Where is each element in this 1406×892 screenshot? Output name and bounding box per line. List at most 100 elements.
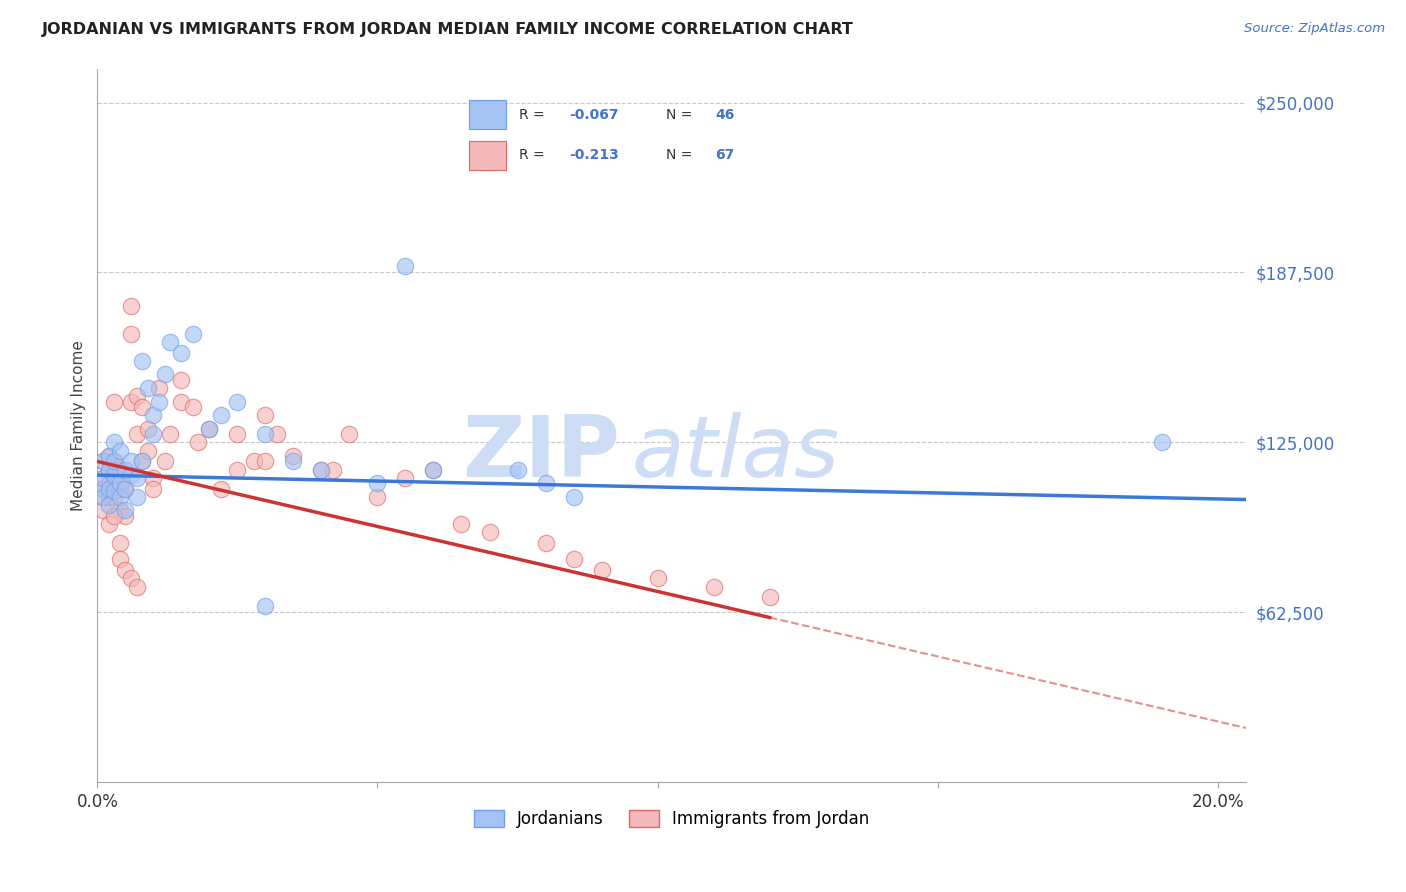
Point [283, 449, 305, 463]
Point [120, 394, 142, 409]
Point [131, 354, 153, 368]
Point [108, 476, 131, 491]
Point [120, 468, 142, 483]
Point [97, 482, 120, 496]
Point [136, 443, 159, 458]
Point [91, 482, 114, 496]
Point [422, 462, 444, 476]
Point [366, 476, 388, 491]
Point [131, 454, 153, 468]
Point [591, 563, 613, 577]
Point [125, 471, 148, 485]
Point [91, 471, 114, 485]
Text: JORDANIAN VS IMMIGRANTS FROM JORDAN MEDIAN FAMILY INCOME CORRELATION CHART: JORDANIAN VS IMMIGRANTS FROM JORDAN MEDI… [42, 22, 853, 37]
Point [103, 468, 125, 483]
Point [170, 373, 193, 387]
Point [108, 552, 131, 566]
Point [283, 454, 305, 468]
Point [97, 490, 120, 504]
Point [91, 503, 114, 517]
Point [153, 454, 176, 468]
Point [153, 368, 176, 382]
Text: atlas: atlas [631, 412, 839, 495]
Point [254, 599, 277, 613]
Point [103, 471, 125, 485]
Point [159, 334, 181, 349]
Point [114, 482, 136, 496]
Point [506, 462, 529, 476]
Point [97, 516, 120, 531]
Point [254, 409, 277, 423]
Point [103, 484, 125, 499]
Point [562, 552, 585, 566]
Point [758, 591, 780, 605]
Point [131, 454, 153, 468]
Point [311, 462, 333, 476]
Point [322, 462, 344, 476]
Point [226, 394, 249, 409]
Point [226, 462, 249, 476]
Point [97, 449, 120, 463]
Point [394, 471, 416, 485]
Point [120, 454, 142, 468]
Point [198, 422, 221, 436]
Point [394, 259, 416, 273]
Point [97, 462, 120, 476]
Point [103, 508, 125, 523]
Text: ZIP: ZIP [463, 412, 620, 495]
Point [142, 471, 165, 485]
Point [181, 326, 204, 341]
Point [125, 490, 148, 504]
Point [125, 427, 148, 442]
Point [534, 536, 557, 550]
Point [254, 427, 277, 442]
Point [142, 427, 165, 442]
Point [108, 462, 131, 476]
Point [91, 454, 114, 468]
Point [114, 508, 136, 523]
Point [159, 427, 181, 442]
Point [91, 471, 114, 485]
Point [198, 422, 221, 436]
Point [450, 516, 472, 531]
Point [131, 400, 153, 414]
Point [114, 503, 136, 517]
Point [209, 482, 232, 496]
Point [562, 490, 585, 504]
Point [91, 454, 114, 468]
Point [108, 536, 131, 550]
Point [422, 462, 444, 476]
Point [108, 482, 131, 496]
Point [125, 580, 148, 594]
Point [120, 300, 142, 314]
Point [170, 394, 193, 409]
Point [120, 326, 142, 341]
Point [108, 443, 131, 458]
Text: Source: ZipAtlas.com: Source: ZipAtlas.com [1244, 22, 1385, 36]
Point [125, 389, 148, 403]
Point [136, 381, 159, 395]
Point [366, 490, 388, 504]
Point [339, 427, 361, 442]
Point [103, 454, 125, 468]
Point [103, 454, 125, 468]
Point [254, 454, 277, 468]
Point [703, 580, 725, 594]
Point [91, 490, 114, 504]
Point [226, 427, 249, 442]
Point [114, 462, 136, 476]
Point [120, 571, 142, 585]
Legend: Jordanians, Immigrants from Jordan: Jordanians, Immigrants from Jordan [467, 803, 876, 835]
Point [97, 476, 120, 491]
Point [108, 503, 131, 517]
Point [311, 462, 333, 476]
Point [108, 490, 131, 504]
Point [142, 482, 165, 496]
Point [97, 498, 120, 512]
Y-axis label: Median Family Income: Median Family Income [72, 340, 86, 511]
Point [243, 454, 266, 468]
Point [103, 490, 125, 504]
Point [142, 409, 165, 423]
Point [97, 462, 120, 476]
Point [114, 462, 136, 476]
